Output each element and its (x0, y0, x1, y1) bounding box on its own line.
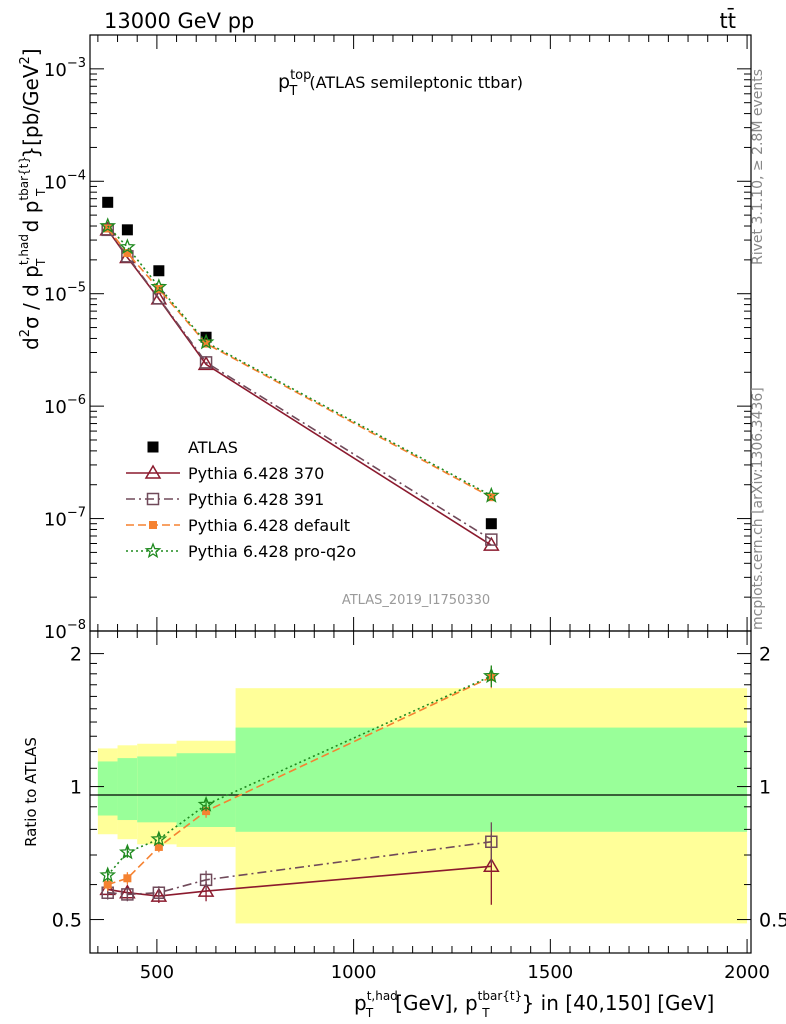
data-point (99, 217, 117, 234)
data-point (101, 223, 114, 237)
legend-entry: Pythia 6.428 370 (126, 464, 324, 483)
watermark: ATLAS_2019_I1750330 (342, 593, 490, 608)
ratio-series-3 (99, 665, 500, 883)
ratio-point (197, 795, 215, 812)
ratio-point (119, 843, 136, 860)
main-series-2 (101, 223, 498, 546)
ratio-point (150, 887, 168, 902)
ratio-point (123, 874, 132, 883)
uncertainty-band-inner (137, 756, 177, 823)
ratio-point (121, 888, 134, 901)
data-point (485, 518, 497, 530)
uncertainty-band-inner (117, 758, 138, 821)
series-line (107, 229, 492, 541)
ratio-point (485, 835, 498, 849)
x-axis-label: pt,had T [GeV], ptbar{t} T} in [40,150] [Ge… (354, 989, 714, 1020)
ratio-panel: 500 1000 1500 2000 0.5 0.5 1 1 2 2 (52, 630, 786, 983)
data-point (487, 493, 496, 502)
ratio-ytick-label-right: 2 (759, 644, 771, 666)
rivet-label: Rivet 3.1.10, ≥ 2.8M events (750, 69, 766, 265)
ratio-point (154, 842, 163, 851)
ratio-series (99, 665, 500, 905)
legend-marker (149, 521, 157, 529)
legend-label: Pythia 6.428 pro-q2o (188, 542, 356, 561)
main-ylabel: d2σ / d pt,had T d ptbar{t} T}[pb/GeV2] (17, 48, 48, 350)
data-point (150, 278, 168, 295)
ratio-ticks: 500 1000 1500 2000 0.5 0.5 1 1 2 2 (52, 631, 786, 983)
ratio-point (152, 886, 166, 899)
header-collision: 13000 GeV pp (104, 9, 254, 33)
legend: ATLAS Pythia 6.428 370 Pythia 6.428 391 Pyt… (126, 438, 356, 561)
xtick-label: 500 (140, 962, 174, 983)
main-ytick-label: 10−5 (44, 281, 86, 306)
data-point (485, 533, 498, 546)
main-ytick-label: 10−3 (44, 56, 86, 81)
main-ticks: 10−8 10−7 10−6 10−5 10−4 10−3 (44, 34, 751, 643)
mcplots-label: mcplots.cern.ch [arXiv:1306.3436] (750, 387, 766, 630)
header-process: tt̄ (720, 8, 736, 33)
main-ytick-label: 10−6 (44, 393, 86, 418)
legend-entry: Pythia 6.428 default (126, 516, 350, 535)
ratio-series-1 (101, 822, 498, 902)
uncertainty-band-inner (97, 761, 118, 816)
data-point (154, 285, 163, 294)
data-point (199, 356, 213, 369)
ratio-line (107, 675, 492, 876)
ratio-point (482, 667, 500, 684)
ratio-point (103, 880, 112, 889)
legend-marker (144, 464, 162, 479)
xtick-label: 1000 (331, 962, 377, 983)
main-series-0 (102, 196, 497, 530)
data-point (483, 536, 500, 551)
legend-marker (146, 492, 160, 506)
ratio-ylabel: Ratio to ATLAS (22, 737, 40, 847)
ratio-point (197, 882, 215, 897)
data-point (202, 339, 211, 348)
legend-entry: ATLAS (147, 438, 238, 457)
ratio-point (99, 866, 117, 883)
data-point (102, 196, 114, 208)
xtick-label: 2000 (724, 962, 770, 983)
main-ytick-label: 10−8 (44, 618, 86, 643)
legend-label: Pythia 6.428 391 (188, 490, 324, 509)
data-point (123, 249, 132, 258)
ratio-ytick-label: 0.5 (52, 910, 82, 932)
main-panel: 10−8 10−7 10−6 10−5 10−4 10−3 ptop T (ATLAS sem… (44, 34, 752, 643)
ratio-point (483, 857, 500, 873)
ratio-ytick-label-right: 1 (759, 777, 771, 799)
series-line (107, 225, 492, 497)
ratio-ytick-label-right: 0.5 (759, 910, 786, 932)
ratio-point (199, 873, 213, 887)
data-point (153, 265, 165, 277)
data-point (121, 224, 133, 236)
legend-label: Pythia 6.428 default (188, 516, 350, 535)
data-point (197, 355, 215, 371)
data-point (200, 331, 212, 343)
data-point (119, 238, 136, 255)
legend-marker (147, 441, 159, 453)
main-series-4 (99, 217, 500, 503)
ratio-ytick-label: 2 (70, 644, 82, 666)
data-point (482, 486, 500, 503)
series-line (107, 227, 492, 498)
data-point (197, 333, 215, 350)
xtick-label: 1500 (527, 962, 573, 983)
main-series (99, 196, 500, 551)
ratio-ytick-label: 1 (70, 777, 82, 799)
main-ytick-label: 10−7 (44, 506, 86, 531)
legend-entry: Pythia 6.428 pro-q2o (126, 542, 356, 561)
ratio-point (150, 830, 168, 847)
ratio-bands (97, 688, 748, 924)
main-ytick-label: 10−4 (44, 168, 86, 193)
ratio-panel-frame (89, 630, 752, 954)
uncertainty-band-inner (235, 727, 748, 832)
main-title: ptop T (ATLAS semileptonic ttbar) (278, 68, 523, 99)
legend-label: Pythia 6.428 370 (188, 464, 324, 483)
legend-label: ATLAS (188, 438, 238, 457)
legend-marker (144, 542, 162, 559)
legend-entry: Pythia 6.428 391 (126, 490, 324, 509)
